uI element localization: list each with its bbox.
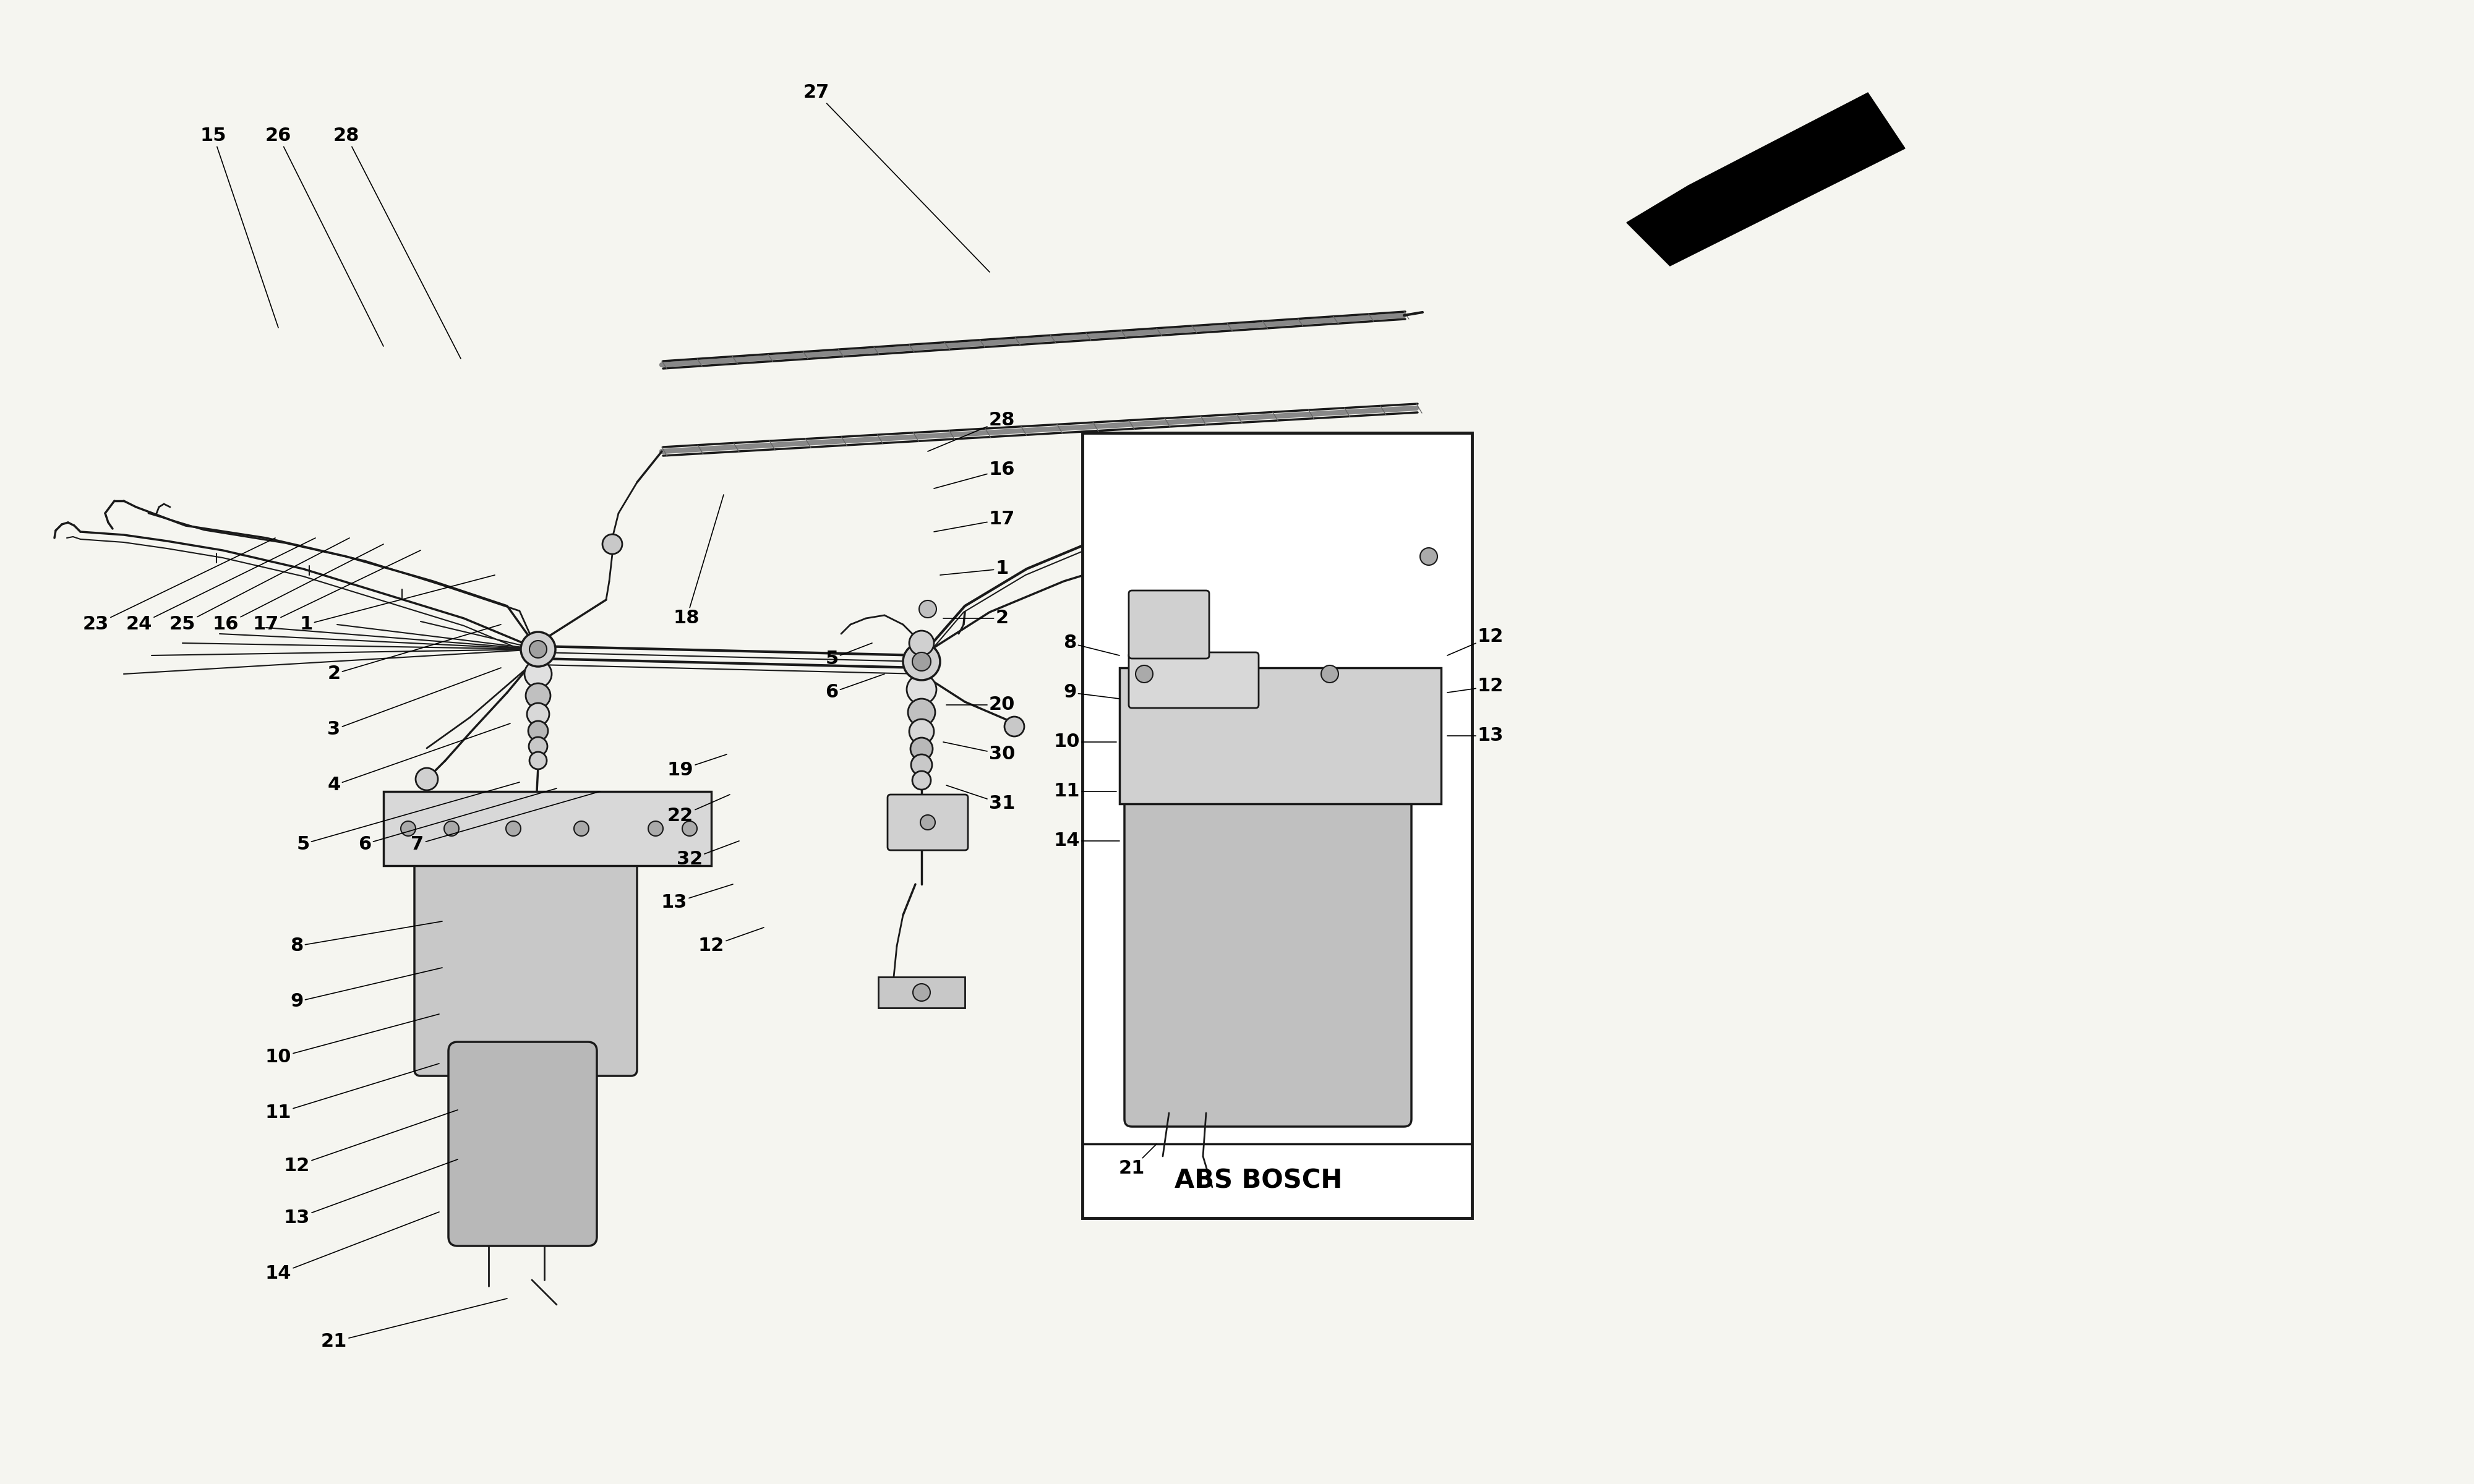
- Text: 28: 28: [334, 128, 460, 359]
- Text: 11: 11: [1054, 782, 1116, 800]
- Text: 32: 32: [675, 841, 740, 868]
- Text: 1: 1: [299, 574, 495, 634]
- Text: 28: 28: [928, 411, 1014, 451]
- Text: 16: 16: [213, 545, 383, 634]
- Circle shape: [529, 721, 549, 741]
- Text: 4: 4: [327, 723, 510, 794]
- Circle shape: [910, 754, 933, 775]
- Bar: [1118, 668, 1440, 804]
- Circle shape: [527, 703, 549, 726]
- Text: 27: 27: [804, 83, 990, 272]
- Text: 10: 10: [265, 1014, 440, 1067]
- Circle shape: [445, 821, 460, 835]
- Text: 6: 6: [359, 788, 557, 853]
- Text: 31: 31: [945, 785, 1014, 813]
- Bar: [878, 976, 965, 1008]
- Polygon shape: [1687, 92, 1905, 234]
- Text: 18: 18: [673, 494, 722, 628]
- Text: 12: 12: [285, 1110, 458, 1174]
- Circle shape: [507, 821, 520, 835]
- Circle shape: [1004, 717, 1024, 736]
- Circle shape: [520, 632, 554, 666]
- Text: 13: 13: [1447, 727, 1504, 745]
- Circle shape: [903, 643, 940, 680]
- Circle shape: [416, 769, 438, 789]
- Circle shape: [910, 720, 935, 743]
- Text: 14: 14: [265, 1212, 440, 1282]
- Circle shape: [910, 631, 935, 656]
- Circle shape: [401, 821, 416, 835]
- Text: 30: 30: [943, 742, 1014, 763]
- FancyBboxPatch shape: [1128, 653, 1259, 708]
- Circle shape: [920, 815, 935, 830]
- Text: 3: 3: [327, 668, 500, 739]
- Text: 9: 9: [1064, 684, 1118, 702]
- Text: 22: 22: [668, 794, 730, 825]
- Text: 17: 17: [252, 551, 421, 634]
- Text: 21: 21: [1118, 1144, 1158, 1178]
- Text: 6: 6: [826, 674, 886, 702]
- Text: 17: 17: [935, 510, 1014, 531]
- Polygon shape: [1628, 186, 1732, 266]
- Text: 14: 14: [1054, 833, 1118, 850]
- FancyBboxPatch shape: [1128, 591, 1210, 659]
- Circle shape: [920, 601, 935, 617]
- Text: 21: 21: [322, 1298, 507, 1350]
- Circle shape: [524, 660, 552, 687]
- Text: 5: 5: [826, 643, 871, 668]
- Text: 23: 23: [82, 537, 275, 634]
- Text: 25: 25: [168, 537, 349, 634]
- Text: 13: 13: [285, 1159, 458, 1227]
- Text: 19: 19: [668, 754, 727, 779]
- FancyBboxPatch shape: [416, 847, 638, 1076]
- Circle shape: [913, 653, 930, 671]
- Text: 12: 12: [1447, 677, 1504, 696]
- Text: 9: 9: [289, 968, 443, 1011]
- Text: ABS BOSCH: ABS BOSCH: [1175, 1168, 1343, 1195]
- Circle shape: [913, 772, 930, 789]
- Circle shape: [604, 534, 623, 554]
- Text: 11: 11: [265, 1064, 440, 1122]
- Text: 26: 26: [265, 128, 383, 346]
- FancyBboxPatch shape: [888, 794, 967, 850]
- Text: 2: 2: [327, 625, 500, 683]
- Text: 2: 2: [943, 610, 1009, 628]
- Circle shape: [1321, 665, 1338, 683]
- Circle shape: [529, 641, 547, 657]
- Circle shape: [1420, 548, 1437, 565]
- Text: 7: 7: [411, 791, 599, 853]
- Text: 24: 24: [126, 537, 317, 634]
- Text: 15: 15: [200, 128, 277, 328]
- Circle shape: [574, 821, 589, 835]
- Text: 12: 12: [1447, 628, 1504, 656]
- Text: 10: 10: [1054, 733, 1116, 751]
- Circle shape: [683, 821, 698, 835]
- Circle shape: [524, 683, 549, 708]
- Text: 5: 5: [297, 782, 520, 853]
- FancyBboxPatch shape: [448, 1042, 596, 1247]
- Bar: [1084, 433, 1472, 1218]
- Text: 12: 12: [698, 927, 764, 956]
- Circle shape: [648, 821, 663, 835]
- Circle shape: [1136, 665, 1153, 683]
- Circle shape: [529, 752, 547, 769]
- Text: 13: 13: [661, 884, 732, 911]
- Circle shape: [905, 675, 935, 705]
- Text: 20: 20: [945, 696, 1014, 714]
- Bar: [383, 791, 713, 865]
- FancyBboxPatch shape: [1123, 766, 1410, 1126]
- Text: 8: 8: [1064, 634, 1118, 656]
- Text: 1: 1: [940, 559, 1009, 577]
- Circle shape: [529, 738, 547, 755]
- Text: 16: 16: [935, 462, 1014, 488]
- Circle shape: [910, 738, 933, 760]
- Circle shape: [908, 699, 935, 726]
- Text: 8: 8: [289, 922, 443, 956]
- Circle shape: [913, 984, 930, 1002]
